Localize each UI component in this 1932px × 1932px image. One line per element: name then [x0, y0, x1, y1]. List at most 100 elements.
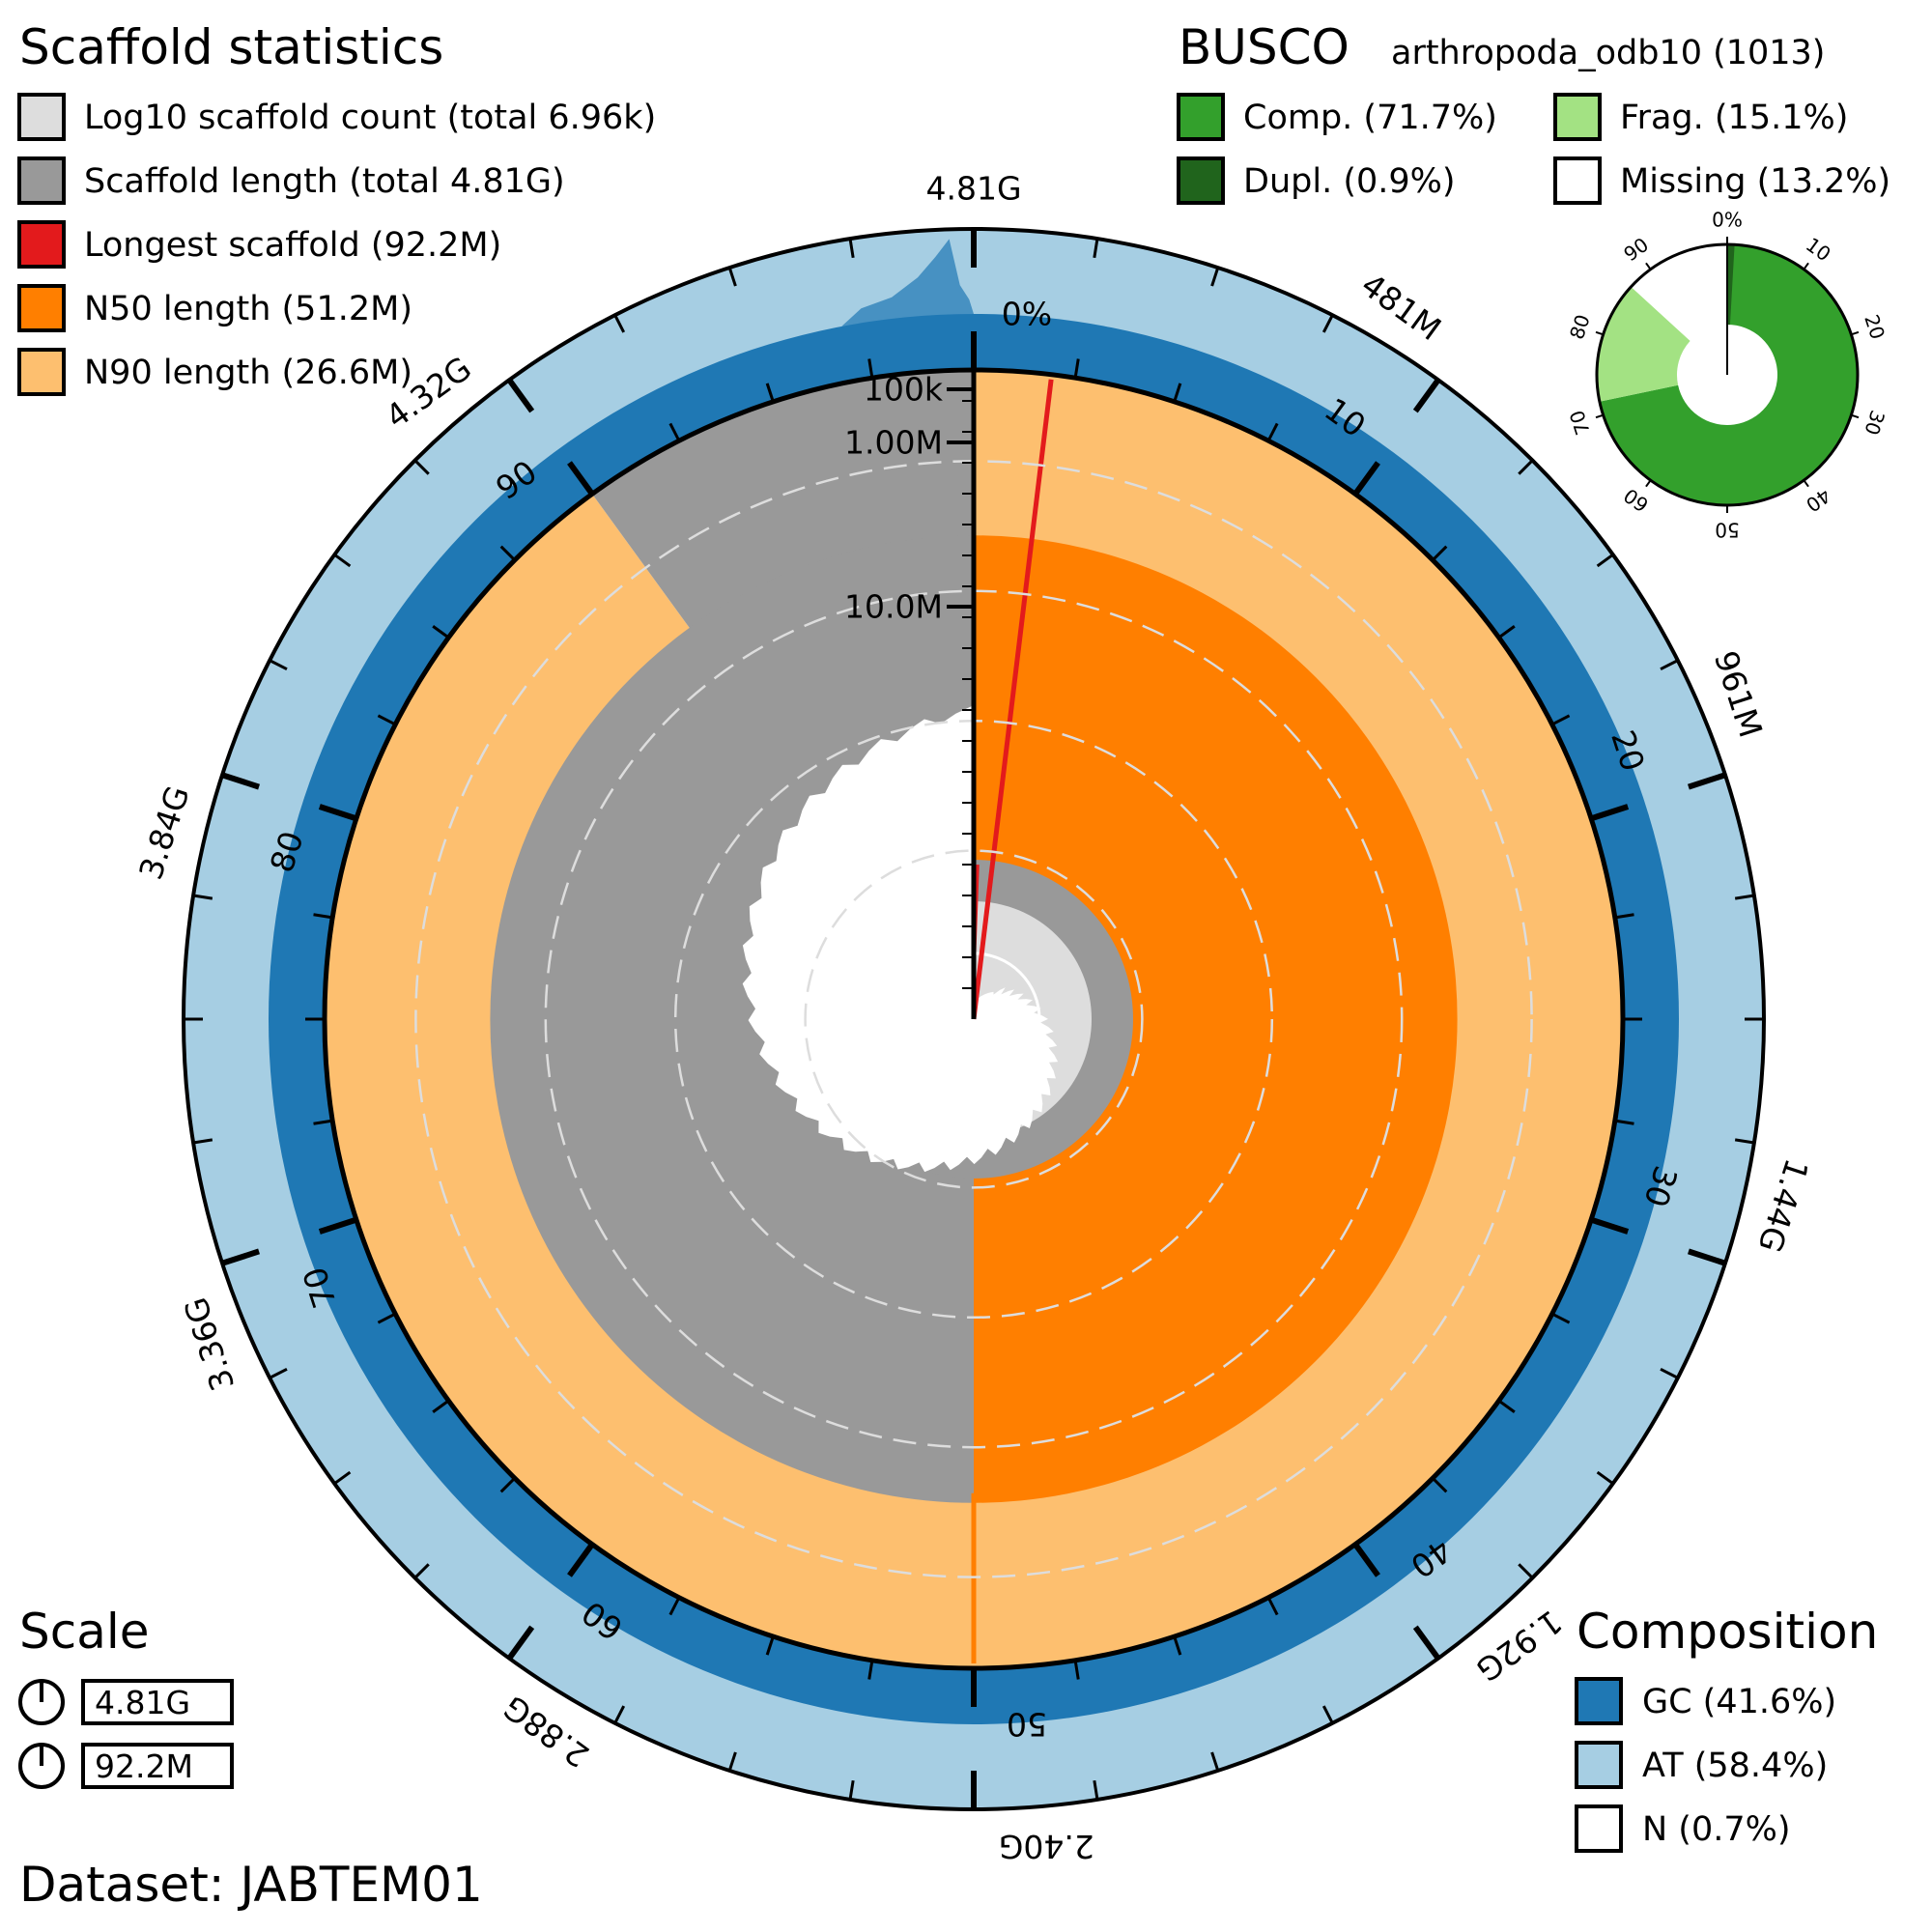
percent-tick	[1173, 1635, 1182, 1656]
length-tick	[269, 659, 288, 671]
busco-legend-items: Comp. (71.7%) Frag. (15.1%) Dupl. (0.9%) Mi…	[1177, 93, 1890, 205]
length-axis-label: 2.40G	[999, 1828, 1094, 1865]
length-tick	[1412, 378, 1441, 413]
length-tick	[1210, 1751, 1220, 1772]
length-tick	[1093, 238, 1099, 259]
length-axis-label: 4.81G	[925, 170, 1021, 208]
radial-axis-label: 1.00M	[844, 424, 943, 462]
busco-legend-swatch	[1177, 93, 1225, 141]
length-tick	[848, 1779, 855, 1801]
percent-tick	[867, 1660, 874, 1680]
percent-tick	[499, 1477, 516, 1493]
legend-swatch	[17, 284, 66, 332]
busco-legend-swatch	[1177, 156, 1225, 205]
percent-tick	[567, 461, 595, 497]
composition-legend-swatch	[1575, 1741, 1623, 1789]
busco-complete-slice	[1599, 244, 1859, 505]
legend-label: N50 length (51.2M)	[84, 290, 412, 328]
length-tick	[1518, 459, 1534, 475]
length-tick	[1596, 1470, 1614, 1486]
length-tick	[1687, 1248, 1726, 1266]
length-axis-label: 3.36G	[177, 1293, 242, 1395]
percent-tick	[1551, 714, 1571, 726]
percent-tick	[1432, 1477, 1448, 1493]
busco-lineage: arthropoda_odb10 (1013)	[1391, 34, 1825, 72]
gc-spike	[841, 239, 974, 327]
axis-ticks	[184, 229, 1764, 1809]
busco-missing-slice	[1631, 244, 1727, 341]
busco-legend-label: Dupl. (0.9%)	[1243, 162, 1456, 201]
percent-tick	[1073, 1660, 1080, 1680]
percent-tick	[1590, 1216, 1630, 1235]
scale-value-box	[81, 1743, 234, 1789]
longest-scaffold-line	[971, 379, 1054, 1020]
length-tick	[848, 238, 855, 259]
length-tick	[506, 378, 535, 413]
busco-legend-label: Comp. (71.7%)	[1243, 99, 1497, 137]
percent-tick	[1073, 358, 1080, 379]
percent-tick	[1266, 1597, 1279, 1616]
busco-legend: BUSCO arthropoda_odb10 (1013) Comp. (71.…	[1177, 19, 1890, 205]
dataset-label: Dataset: JABTEM01	[19, 1857, 483, 1913]
length-axis-label: 3.84G	[131, 781, 197, 884]
percent-tick	[765, 1635, 775, 1656]
scale-legend: Scale 4.81G 92.2M	[18, 1604, 234, 1789]
percent-tick	[765, 383, 775, 403]
busco-axis-label: 90	[1619, 233, 1653, 266]
length-tick	[1660, 659, 1679, 671]
n50-wedge	[974, 535, 1458, 1503]
scaffold-stats-title: Scaffold statistics	[19, 19, 443, 75]
busco-tick	[1595, 330, 1604, 336]
scale-value-label: 4.81G	[95, 1684, 190, 1721]
scaffold-length-spiral	[742, 706, 1059, 1173]
length-tick	[221, 772, 261, 790]
legend-label: N90 length (26.6M)	[84, 354, 412, 392]
length-tick	[1412, 1625, 1441, 1661]
busco-axis-label: 60	[1619, 484, 1653, 517]
length-tick	[613, 314, 626, 333]
length-axis-label: 1.44G	[1750, 1154, 1816, 1257]
busco-legend-swatch	[1553, 93, 1602, 141]
composition-legend: Composition GC (41.6%) AT (58.4%) N (0.7%)	[1575, 1604, 1878, 1853]
percent-tick	[499, 545, 516, 561]
length-tick	[1687, 772, 1726, 790]
busco-legend-label: Frag. (15.1%)	[1620, 99, 1848, 137]
busco-axis-label: 20	[1860, 312, 1889, 343]
busco-axis-label: 40	[1802, 484, 1835, 517]
busco-axis-label: 80	[1565, 312, 1595, 343]
percent-tick	[1551, 1312, 1571, 1324]
composition-legend-label: N (0.7%)	[1642, 1810, 1791, 1849]
radial-gridline	[804, 849, 1144, 1189]
percent-tick	[1173, 383, 1182, 403]
busco-legend-swatch	[1553, 156, 1602, 205]
radial-axis: 100k 1.00M 10.0M	[844, 370, 977, 1019]
busco-donut: 0% 10 20 30 40 50 60 70 80 90	[1565, 209, 1889, 542]
legend-swatch	[17, 348, 66, 396]
legend-swatch	[17, 156, 66, 205]
percent-tick	[1266, 422, 1279, 441]
length-tick	[613, 1705, 626, 1724]
composition-legend-swatch	[1575, 1677, 1623, 1725]
length-tick	[1321, 314, 1334, 333]
percent-tick	[432, 625, 450, 639]
percent-tick	[1352, 1542, 1380, 1577]
percent-tick	[377, 714, 396, 726]
scale-title: Scale	[19, 1604, 150, 1660]
percent-tick	[1590, 804, 1630, 822]
percent-tick	[377, 1312, 396, 1324]
busco-tick	[1803, 479, 1809, 488]
composition-legend-label: AT (58.4%)	[1642, 1747, 1828, 1785]
length-tick	[269, 1367, 288, 1379]
percent-tick	[313, 913, 333, 920]
length-tick	[1093, 1779, 1099, 1801]
length-tick	[1321, 1705, 1334, 1724]
percent-tick	[1497, 1399, 1516, 1413]
length-axis-label: 961M	[1707, 646, 1770, 742]
busco-tick	[1595, 413, 1604, 419]
percent-tick	[1352, 461, 1380, 497]
legend-swatch	[17, 93, 66, 141]
busco-tick	[1645, 479, 1652, 488]
percent-tick	[567, 1542, 595, 1577]
percent-axis-label: 0%	[1002, 296, 1052, 333]
